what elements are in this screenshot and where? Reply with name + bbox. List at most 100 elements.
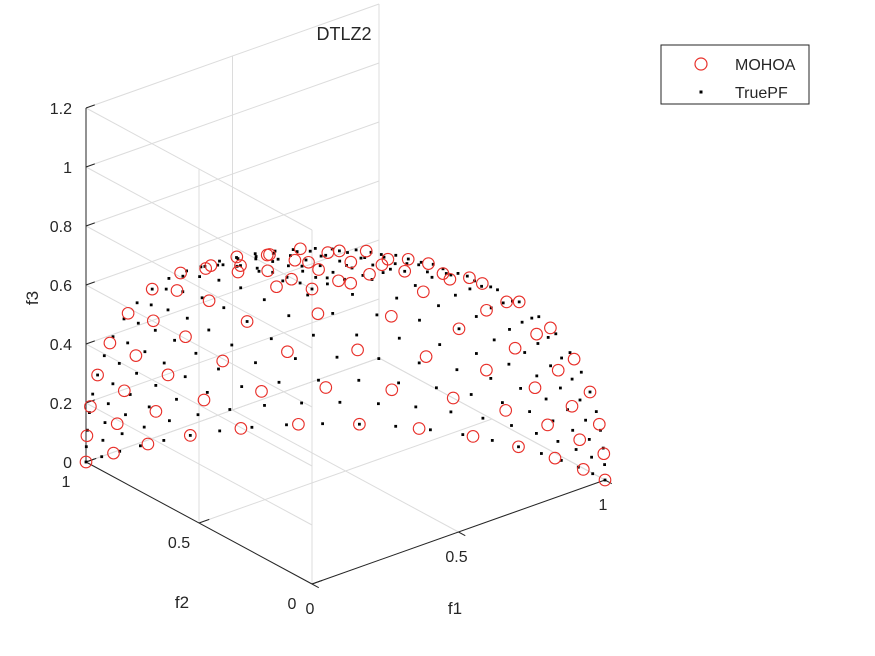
legend[interactable]: MOHOA TruePF: [660, 44, 810, 105]
axes: 0 0.5 1 0 0.5 1 0 0.2 0.4 0.6 0.8 1 1.2: [50, 101, 613, 618]
truepf-point: [230, 343, 234, 347]
truepf-point: [528, 410, 531, 413]
truepf-point: [164, 287, 168, 291]
truepf-point: [287, 314, 291, 318]
legend-marker-truepf: [699, 90, 703, 94]
truepf-point: [207, 328, 211, 332]
mohoa-point: [260, 248, 274, 262]
truepf-point: [465, 274, 469, 278]
truepf-point: [377, 402, 380, 406]
truepf-point: [257, 269, 261, 273]
truepf-point: [96, 373, 99, 377]
mohoa-point: [598, 473, 612, 487]
truepf-point: [554, 332, 558, 336]
truepf-point: [196, 413, 200, 417]
truepf-point: [389, 267, 392, 271]
truepf-point: [300, 401, 303, 405]
mohoa-point: [302, 255, 315, 269]
truepf-point: [84, 445, 88, 449]
truepf-point: [285, 275, 289, 279]
truepf-point: [198, 275, 201, 278]
truepf-point: [331, 270, 335, 274]
truepf-point: [181, 274, 185, 278]
truepf-point: [321, 422, 324, 426]
truepf-point: [200, 296, 204, 300]
mohoa-point: [544, 321, 557, 335]
truepf-point: [536, 342, 540, 345]
truepf-point: [338, 259, 342, 263]
mohoa-point: [80, 429, 94, 443]
truepf-point: [492, 338, 496, 342]
x-axis-label: f1: [448, 599, 462, 618]
truepf-point: [361, 274, 365, 277]
truepf-point: [313, 247, 317, 250]
truepf-point: [437, 304, 440, 308]
truepf-point: [217, 367, 220, 371]
truepf-point: [318, 264, 322, 268]
grid-line: [85, 402, 313, 526]
truepf-point: [111, 382, 115, 386]
truepf-point: [111, 335, 115, 339]
truepf-point: [218, 429, 222, 433]
truepf-point: [254, 361, 257, 365]
mohoa-point: [398, 264, 412, 278]
z-tick-mark: [85, 222, 95, 227]
mohoa-point: [129, 349, 143, 362]
mohoa-point: [234, 259, 247, 272]
truepf-point: [430, 275, 434, 279]
mohoa-point: [500, 295, 513, 309]
truepf-point: [162, 361, 166, 365]
z-tick-label: 0.8: [50, 219, 72, 236]
truepf-point: [546, 336, 550, 339]
truepf-point: [603, 463, 606, 466]
truepf-point: [414, 405, 418, 409]
truepf-point: [128, 393, 132, 396]
truepf-point: [281, 279, 285, 283]
truepf-point: [162, 439, 166, 442]
truepf-point: [142, 425, 146, 429]
mohoa-point: [312, 263, 325, 276]
truepf-point: [235, 256, 238, 259]
truepf-point: [481, 416, 485, 420]
truepf-point: [240, 385, 244, 388]
mohoa-point: [359, 244, 373, 258]
truepf-point: [501, 301, 505, 305]
truepf-point: [523, 351, 527, 354]
truepf-point: [199, 265, 203, 269]
mohoa-point: [197, 393, 211, 407]
x-tick-mark: [311, 583, 320, 589]
truepf-point: [413, 284, 417, 287]
truepf-point: [102, 354, 106, 358]
truepf-point: [457, 327, 461, 331]
truepf-point: [168, 419, 171, 423]
truepf-point: [418, 318, 421, 322]
truepf-point: [188, 434, 192, 437]
z-tick-label: 0.6: [50, 278, 72, 295]
mohoa-point: [548, 451, 562, 465]
mohoa-point: [419, 350, 433, 363]
truepf-point: [239, 286, 243, 290]
mohoa-point: [480, 303, 493, 317]
truepf-point: [194, 351, 198, 355]
mohoa-point: [475, 277, 489, 290]
truepf-point: [222, 306, 226, 310]
truepf-point: [508, 328, 511, 331]
truepf-point: [520, 320, 524, 324]
mohoa-point: [512, 295, 526, 309]
truepf-point: [312, 333, 315, 337]
truepf-point: [317, 378, 320, 382]
truepf-point: [517, 445, 520, 449]
z-tick-label: 1.2: [50, 101, 72, 118]
truepf-point: [154, 384, 158, 387]
truepf-point: [556, 440, 560, 443]
mohoa-point: [117, 384, 131, 398]
mohoa-point: [508, 341, 522, 355]
truepf-point: [417, 361, 421, 365]
truepf-point: [166, 308, 170, 312]
legend-marker-mohoa: [694, 57, 708, 71]
truepf-point: [338, 400, 342, 404]
chart-title: DTLZ2: [316, 24, 371, 44]
truepf-point: [185, 316, 189, 320]
truepf-point: [549, 364, 552, 368]
mohoa-point: [567, 352, 581, 366]
